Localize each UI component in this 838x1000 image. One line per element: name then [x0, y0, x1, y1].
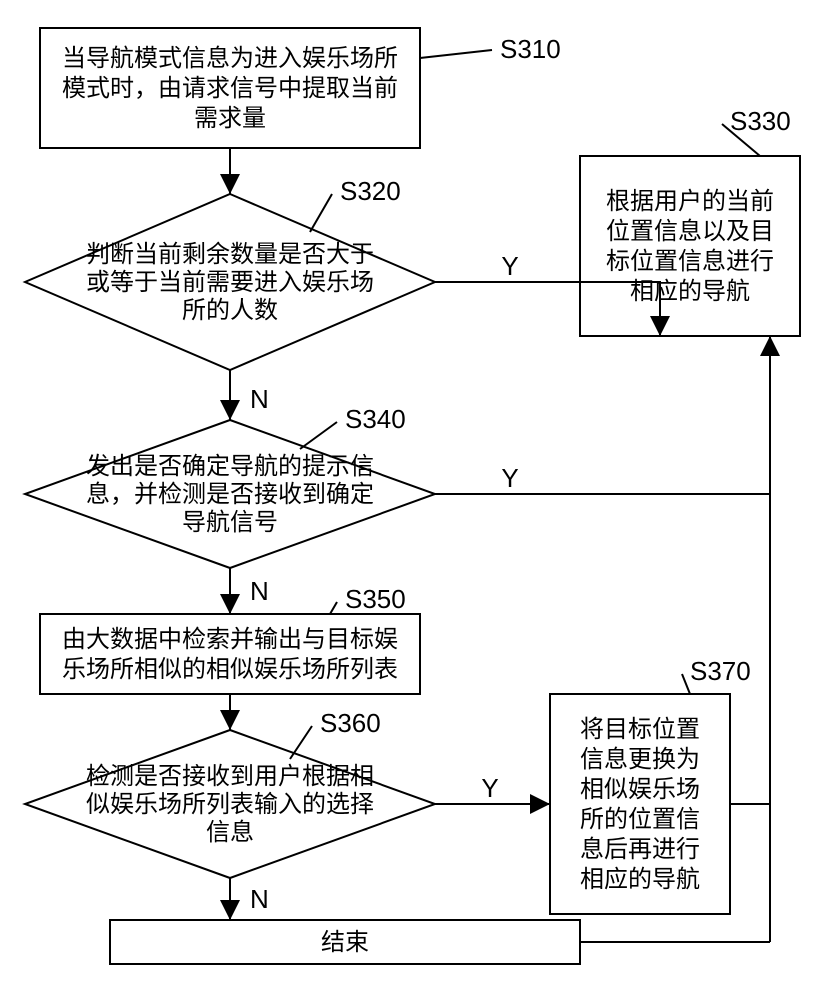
- svg-text:N: N: [250, 884, 269, 914]
- svg-text:N: N: [250, 384, 269, 414]
- svg-text:检测是否接收到用户根据相: 检测是否接收到用户根据相: [86, 763, 374, 790]
- svg-text:所的位置信: 所的位置信: [580, 806, 700, 833]
- node-s330: [580, 156, 800, 336]
- svg-text:Y: Y: [501, 251, 518, 281]
- svg-text:发出是否确定导航的提示信: 发出是否确定导航的提示信: [86, 453, 374, 480]
- svg-text:模式时，由请求信号中提取当前: 模式时，由请求信号中提取当前: [62, 75, 398, 102]
- svg-text:位置信息以及目: 位置信息以及目: [606, 218, 774, 245]
- svg-text:信息更换为: 信息更换为: [580, 746, 700, 773]
- svg-text:Y: Y: [481, 773, 498, 803]
- svg-text:Y: Y: [501, 463, 518, 493]
- svg-text:由大数据中检索并输出与目标娱: 由大数据中检索并输出与目标娱: [62, 626, 398, 653]
- svg-text:相应的导航: 相应的导航: [580, 866, 700, 893]
- svg-text:相似娱乐场: 相似娱乐场: [580, 776, 700, 803]
- svg-text:S330: S330: [730, 106, 791, 136]
- svg-text:或等于当前需要进入娱乐场: 或等于当前需要进入娱乐场: [86, 269, 374, 296]
- svg-text:信息: 信息: [206, 819, 254, 846]
- svg-text:判断当前剩余数量是否大于: 判断当前剩余数量是否大于: [86, 241, 374, 268]
- svg-text:S310: S310: [500, 34, 561, 64]
- svg-text:当导航模式信息为进入娱乐场所: 当导航模式信息为进入娱乐场所: [62, 45, 398, 72]
- svg-text:S350: S350: [345, 584, 406, 614]
- svg-text:乐场所相似的相似娱乐场所列表: 乐场所相似的相似娱乐场所列表: [62, 656, 398, 683]
- svg-text:根据用户的当前: 根据用户的当前: [606, 188, 774, 215]
- svg-text:息后再进行: 息后再进行: [580, 836, 700, 863]
- svg-text:S360: S360: [320, 708, 381, 738]
- svg-text:导航信号: 导航信号: [182, 509, 278, 536]
- svg-text:似娱乐场所列表输入的选择: 似娱乐场所列表输入的选择: [86, 791, 374, 818]
- svg-text:息，并检测是否接收到确定: 息，并检测是否接收到确定: [86, 481, 374, 508]
- svg-text:S320: S320: [340, 176, 401, 206]
- svg-text:S370: S370: [690, 656, 751, 686]
- svg-text:S340: S340: [345, 404, 406, 434]
- svg-text:N: N: [250, 576, 269, 606]
- svg-text:结束: 结束: [321, 929, 369, 956]
- svg-text:将目标位置: 将目标位置: [580, 716, 700, 743]
- svg-text:需求量: 需求量: [194, 105, 266, 132]
- svg-text:标位置信息进行: 标位置信息进行: [606, 248, 774, 275]
- svg-text:所的人数: 所的人数: [182, 297, 278, 324]
